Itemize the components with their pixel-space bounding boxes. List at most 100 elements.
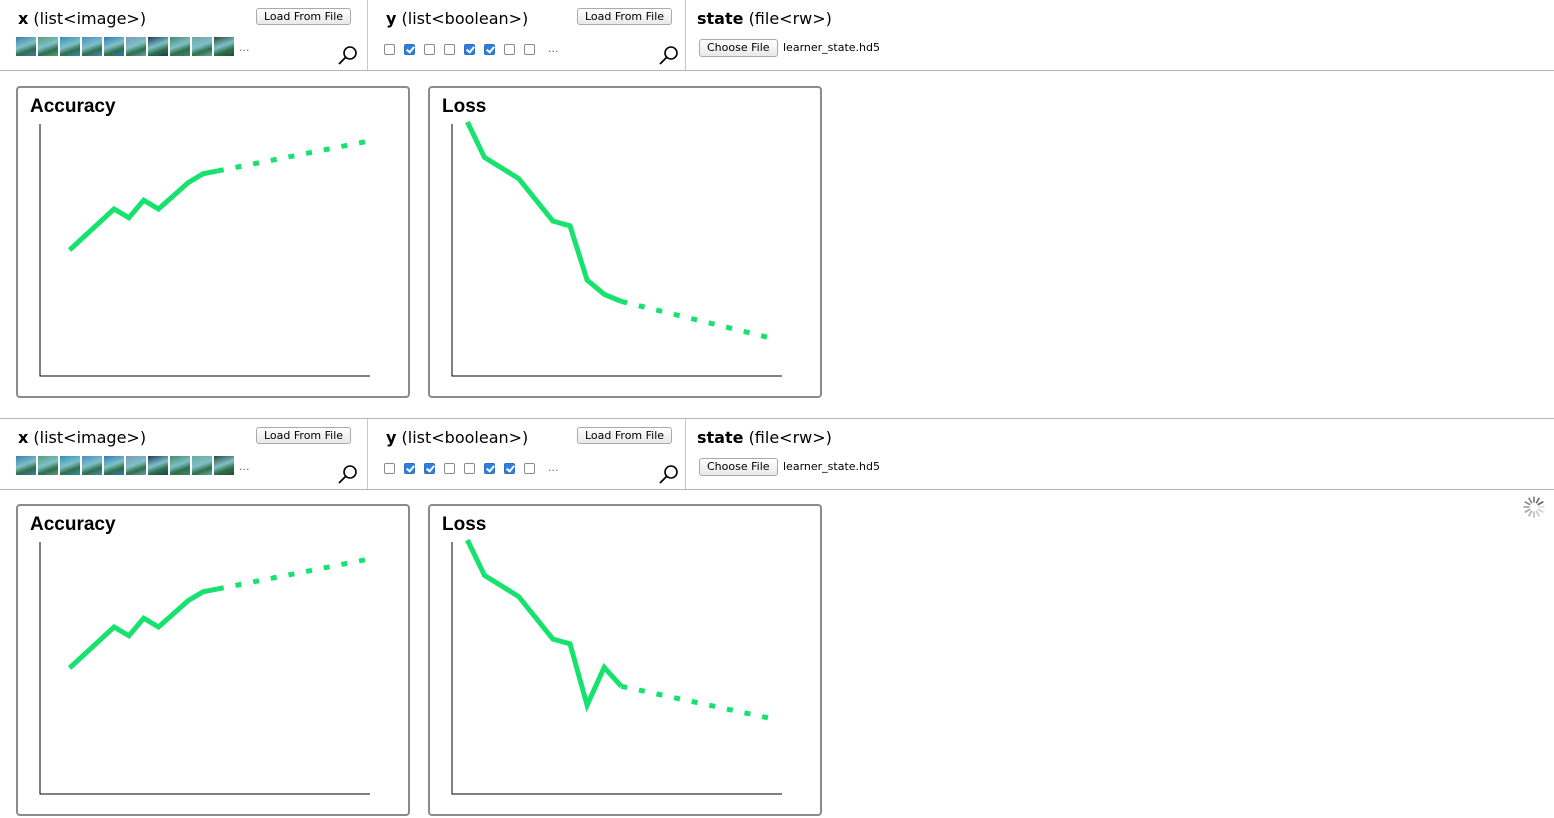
image-thumbnail[interactable]	[214, 456, 234, 475]
chart-axes	[39, 542, 370, 795]
boolean-checkbox[interactable]	[444, 462, 455, 474]
accuracy-chart-card: Accuracy	[16, 86, 410, 398]
loss-chart-card: Loss	[428, 86, 822, 398]
boolean-checkbox[interactable]	[384, 43, 395, 55]
state-file-name: learner_state.hd5	[783, 460, 880, 473]
x-load-from-file-button[interactable]: Load From File	[256, 8, 352, 25]
series-line-observed	[465, 120, 623, 304]
loss-chart-plot	[451, 538, 782, 795]
boolean-checkbox[interactable]	[424, 43, 435, 55]
x-load-from-file-button[interactable]: Load From File	[256, 427, 352, 444]
input-bar: x (list<image>) Load From File ... y (li…	[0, 418, 1554, 490]
series-line-observed	[465, 538, 624, 713]
image-thumbnail[interactable]	[38, 456, 58, 475]
image-thumbnail[interactable]	[126, 456, 146, 475]
image-thumbnail[interactable]	[170, 456, 190, 475]
boolean-checkbox[interactable]	[464, 462, 475, 474]
image-thumbnail[interactable]	[214, 37, 234, 56]
loss-chart-plot	[451, 120, 782, 377]
input-bar: x (list<image>) Load From File ... y (li…	[0, 0, 1554, 71]
series-line-projected	[620, 298, 776, 342]
state-choose-file-button[interactable]: Choose File	[699, 458, 778, 476]
state-choose-file-button[interactable]: Choose File	[699, 39, 778, 57]
state-input-section: state (file<rw>) Choose File learner_sta…	[686, 419, 1086, 489]
image-thumbnail[interactable]	[148, 37, 168, 56]
learner-panel-2: x (list<image>) Load From File ... y (li…	[0, 418, 1554, 818]
loading-spinner-icon	[1523, 496, 1545, 518]
image-thumbnail[interactable]	[104, 456, 124, 475]
more-ellipsis: ...	[548, 42, 559, 55]
spinner-tick	[1524, 501, 1531, 506]
image-thumbnail[interactable]	[16, 456, 36, 475]
image-thumbnail[interactable]	[38, 37, 58, 56]
image-thumbnail[interactable]	[104, 37, 124, 56]
state-input-section: state (file<rw>) Choose File learner_sta…	[686, 0, 1086, 70]
spinner-tick	[1528, 510, 1533, 517]
boolean-checkbox[interactable]	[504, 462, 515, 474]
spinner-tick	[1535, 510, 1540, 517]
spinner-tick	[1537, 501, 1544, 506]
boolean-checkbox[interactable]	[484, 462, 495, 474]
y-search-icon[interactable]	[658, 44, 680, 66]
series-line-projected	[217, 557, 367, 592]
chart-title: Loss	[442, 514, 487, 535]
spinner-tick	[1535, 497, 1540, 504]
y-input-title: y (list<boolean>)	[386, 428, 529, 447]
loss-chart-card: Loss	[428, 504, 822, 816]
x-input-title: x (list<image>)	[18, 9, 147, 28]
image-thumbnail[interactable]	[192, 37, 212, 56]
more-ellipsis: ...	[239, 41, 250, 54]
boolean-checkbox[interactable]	[484, 43, 495, 55]
x-image-thumbnails[interactable]: ...	[16, 456, 250, 475]
x-image-thumbnails[interactable]: ...	[16, 37, 250, 56]
chart-axes	[39, 124, 370, 377]
y-search-icon[interactable]	[658, 463, 680, 485]
series-line-observed	[67, 586, 219, 670]
boolean-checkbox[interactable]	[504, 43, 515, 55]
chart-title: Accuracy	[30, 96, 116, 117]
state-input-title: state (file<rw>)	[697, 9, 832, 28]
boolean-checkbox[interactable]	[464, 43, 475, 55]
spinner-tick	[1528, 497, 1533, 504]
x-input-title: x (list<image>)	[18, 428, 147, 447]
boolean-checkbox[interactable]	[424, 462, 435, 474]
boolean-checkbox[interactable]	[524, 462, 535, 474]
image-thumbnail[interactable]	[60, 456, 80, 475]
y-load-from-file-button[interactable]: Load From File	[577, 8, 673, 25]
y-input-section: y (list<boolean>) Load From File ...	[368, 0, 686, 70]
boolean-checkbox[interactable]	[444, 43, 455, 55]
learner-panel-1: x (list<image>) Load From File ... y (li…	[0, 0, 1554, 410]
state-file-name: learner_state.hd5	[783, 41, 880, 54]
image-thumbnail[interactable]	[126, 37, 146, 56]
x-search-icon[interactable]	[337, 463, 359, 485]
chart-title: Loss	[442, 96, 487, 117]
spinner-tick	[1537, 508, 1544, 513]
y-boolean-checkboxes: ...	[384, 457, 559, 479]
series-line-projected	[620, 683, 776, 722]
accuracy-chart-card: Accuracy	[16, 504, 410, 816]
series-line-projected	[217, 139, 367, 174]
chart-axes	[451, 542, 782, 795]
x-input-section: x (list<image>) Load From File ...	[0, 0, 368, 70]
boolean-checkbox[interactable]	[524, 43, 535, 55]
image-thumbnail[interactable]	[148, 456, 168, 475]
y-load-from-file-button[interactable]: Load From File	[577, 427, 673, 444]
image-thumbnail[interactable]	[192, 456, 212, 475]
spinner-tick	[1524, 508, 1531, 513]
image-thumbnail[interactable]	[16, 37, 36, 56]
boolean-checkbox[interactable]	[404, 43, 415, 55]
y-input-title: y (list<boolean>)	[386, 9, 529, 28]
image-thumbnail[interactable]	[82, 456, 102, 475]
boolean-checkbox[interactable]	[384, 462, 395, 474]
x-input-section: x (list<image>) Load From File ...	[0, 419, 368, 489]
series-line-observed	[67, 168, 219, 252]
image-thumbnail[interactable]	[82, 37, 102, 56]
boolean-checkbox[interactable]	[404, 462, 415, 474]
image-thumbnail[interactable]	[60, 37, 80, 56]
x-search-icon[interactable]	[337, 44, 359, 66]
chart-title: Accuracy	[30, 514, 116, 535]
chart-axes	[451, 124, 782, 377]
more-ellipsis: ...	[239, 460, 250, 473]
image-thumbnail[interactable]	[170, 37, 190, 56]
accuracy-chart-plot	[39, 124, 370, 377]
